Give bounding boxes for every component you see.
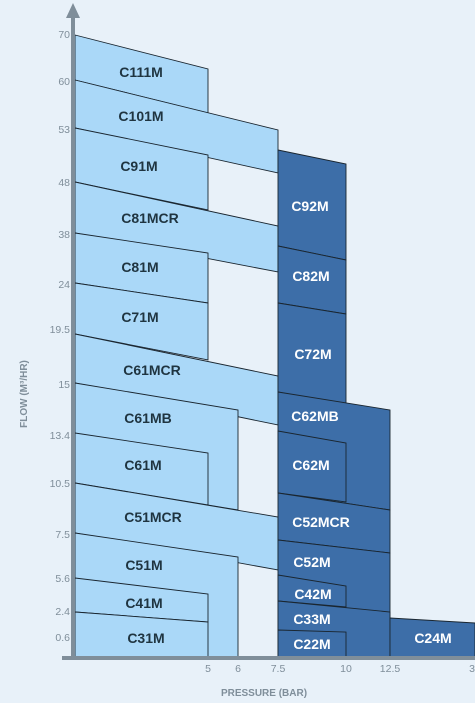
- x-tick-label: 3: [469, 663, 475, 675]
- model-label-c101m: C101M: [118, 108, 163, 124]
- model-label-c52m: C52M: [293, 554, 330, 570]
- x-axis-title: PRESSURE (BAR): [221, 688, 307, 699]
- x-tick-label: 12.5: [380, 663, 401, 675]
- model-label-c31m: C31M: [127, 630, 164, 646]
- model-label-c61mb: C61MB: [124, 410, 171, 426]
- y-tick-label: 48: [58, 177, 70, 189]
- region-c24m: [389, 617, 475, 659]
- model-label-c61mcr: C61MCR: [123, 362, 181, 378]
- x-tick-label: 10: [340, 663, 352, 675]
- model-label-c22m: C22M: [293, 636, 330, 652]
- model-label-c33m: C33M: [293, 611, 330, 627]
- model-labels: C111M C101M C91M C81MCR C81M C71M C61MCR C61MB C…: [118, 64, 451, 652]
- model-label-c51mcr: C51MCR: [124, 509, 182, 525]
- model-label-c82m: C82M: [292, 268, 329, 284]
- model-label-c42m: C42M: [294, 586, 331, 602]
- y-tick-labels: 70 60 53 48 38 24 19.5 15 13.4 10.5 7.5 5.6 2.4 0.6: [50, 29, 71, 644]
- y-tick-label: 10.5: [50, 478, 71, 490]
- region-c62m: [277, 430, 347, 503]
- model-label-c61m: C61M: [124, 457, 161, 473]
- model-label-c92m: C92M: [291, 198, 328, 214]
- model-label-c62m: C62M: [292, 457, 329, 473]
- model-label-c52mcr: C52MCR: [292, 514, 350, 530]
- x-tick-labels: 5 6 7.5 10 12.5 3: [205, 663, 475, 675]
- y-tick-label: 70: [58, 29, 70, 41]
- model-label-c72m: C72M: [294, 346, 331, 362]
- x-tick-label: 5: [205, 663, 211, 675]
- y-tick-label: 38: [58, 229, 70, 241]
- y-axis-arrow-icon: [66, 3, 80, 18]
- model-label-c81m: C81M: [121, 259, 158, 275]
- y-tick-label: 19.5: [50, 324, 71, 336]
- model-label-c91m: C91M: [120, 158, 157, 174]
- y-axis-title: FLOW (M³/HR): [19, 360, 30, 428]
- model-label-c41m: C41M: [125, 595, 162, 611]
- y-tick-label: 60: [58, 76, 70, 88]
- y-tick-label: 24: [58, 279, 70, 291]
- y-tick-label: 13.4: [50, 430, 71, 442]
- model-label-c81mcr: C81MCR: [121, 210, 179, 226]
- y-tick-label: 15: [58, 379, 70, 391]
- region-c42m: [277, 574, 347, 608]
- model-label-c51m: C51M: [125, 557, 162, 573]
- y-tick-label: 5.6: [55, 573, 70, 585]
- model-label-c71m: C71M: [121, 309, 158, 325]
- x-tick-label: 7.5: [271, 663, 286, 675]
- chart-axes: [62, 3, 475, 660]
- y-tick-label: 2.4: [55, 606, 70, 618]
- model-label-c24m: C24M: [414, 630, 451, 646]
- chart-regions: [74, 34, 475, 659]
- y-tick-label: 0.6: [55, 632, 70, 644]
- x-tick-label: 6: [235, 663, 241, 675]
- model-label-c111m: C111M: [119, 64, 163, 80]
- model-label-c62mb: C62MB: [291, 408, 338, 424]
- y-tick-label: 7.5: [55, 529, 70, 541]
- y-tick-label: 53: [58, 124, 70, 136]
